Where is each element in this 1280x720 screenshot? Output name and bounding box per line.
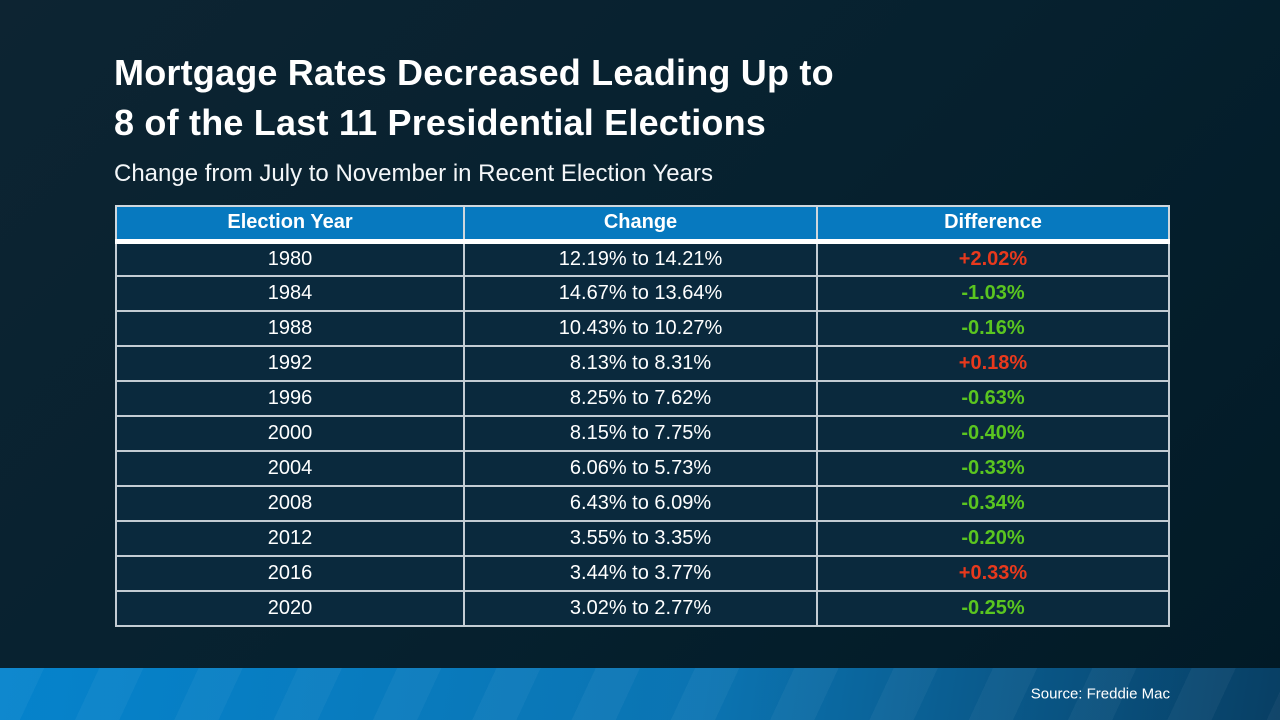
table-row: 2020 3.02% to 2.77% -0.25% [115,590,1170,627]
table-header: Election Year Change Difference [115,205,1170,244]
cell-change: 12.19% to 14.21% [463,240,818,277]
cell-election-year: 1992 [115,345,465,382]
cell-election-year: 2000 [115,415,465,452]
cell-difference: -0.34% [816,485,1170,522]
cell-change: 10.43% to 10.27% [463,310,818,347]
slide-title-line2: 8 of the Last 11 Presidential Elections [114,102,767,143]
slide-title-line1: Mortgage Rates Decreased Leading Up to [114,52,834,93]
cell-difference: +0.33% [816,555,1170,592]
cell-election-year: 1980 [115,240,465,277]
table-row: 2012 3.55% to 3.35% -0.20% [115,520,1170,557]
cell-difference: -1.03% [816,275,1170,312]
cell-change: 8.13% to 8.31% [463,345,818,382]
cell-change: 14.67% to 13.64% [463,275,818,312]
cell-election-year: 2012 [115,520,465,557]
cell-change: 6.06% to 5.73% [463,450,818,487]
cell-election-year: 2020 [115,590,465,627]
cell-election-year: 2004 [115,450,465,487]
table-row: 2004 6.06% to 5.73% -0.33% [115,450,1170,487]
table-row: 1984 14.67% to 13.64% -1.03% [115,275,1170,312]
table-row: 1996 8.25% to 7.62% -0.63% [115,380,1170,417]
slide-subtitle: Change from July to November in Recent E… [114,160,713,187]
cell-election-year: 1996 [115,380,465,417]
table-row: 2016 3.44% to 3.77% +0.33% [115,555,1170,592]
slide-title: Mortgage Rates Decreased Leading Up to 8… [114,48,834,148]
cell-change: 8.25% to 7.62% [463,380,818,417]
cell-difference: -0.16% [816,310,1170,347]
source-attribution: Source: Freddie Mac [1030,685,1170,703]
cell-change: 3.44% to 3.77% [463,555,818,592]
table-row: 2008 6.43% to 6.09% -0.34% [115,485,1170,522]
cell-difference: -0.25% [816,590,1170,627]
cell-election-year: 1988 [115,310,465,347]
mortgage-rates-table: Election Year Change Difference 1980 12.1… [115,205,1170,627]
cell-difference: -0.40% [816,415,1170,452]
cell-election-year: 2016 [115,555,465,592]
cell-election-year: 1984 [115,275,465,312]
table-header-row: Election Year Change Difference [115,205,1170,244]
column-header-election-year: Election Year [115,205,465,244]
footer-band: Source: Freddie Mac [0,668,1280,720]
cell-difference: +0.18% [816,345,1170,382]
cell-election-year: 2008 [115,485,465,522]
cell-change: 3.55% to 3.35% [463,520,818,557]
cell-change: 8.15% to 7.75% [463,415,818,452]
cell-difference: -0.20% [816,520,1170,557]
table-row: 1980 12.19% to 14.21% +2.02% [115,240,1170,277]
cell-change: 6.43% to 6.09% [463,485,818,522]
column-header-difference: Difference [816,205,1170,244]
cell-difference: +2.02% [816,240,1170,277]
column-header-change: Change [463,205,818,244]
table-row: 2000 8.15% to 7.75% -0.40% [115,415,1170,452]
table-row: 1988 10.43% to 10.27% -0.16% [115,310,1170,347]
cell-difference: -0.63% [816,380,1170,417]
table-body: 1980 12.19% to 14.21% +2.02% 1984 14.67% to … [115,240,1170,627]
table-row: 1992 8.13% to 8.31% +0.18% [115,345,1170,382]
cell-change: 3.02% to 2.77% [463,590,818,627]
cell-difference: -0.33% [816,450,1170,487]
slide-header: Mortgage Rates Decreased Leading Up to 8… [114,48,834,188]
